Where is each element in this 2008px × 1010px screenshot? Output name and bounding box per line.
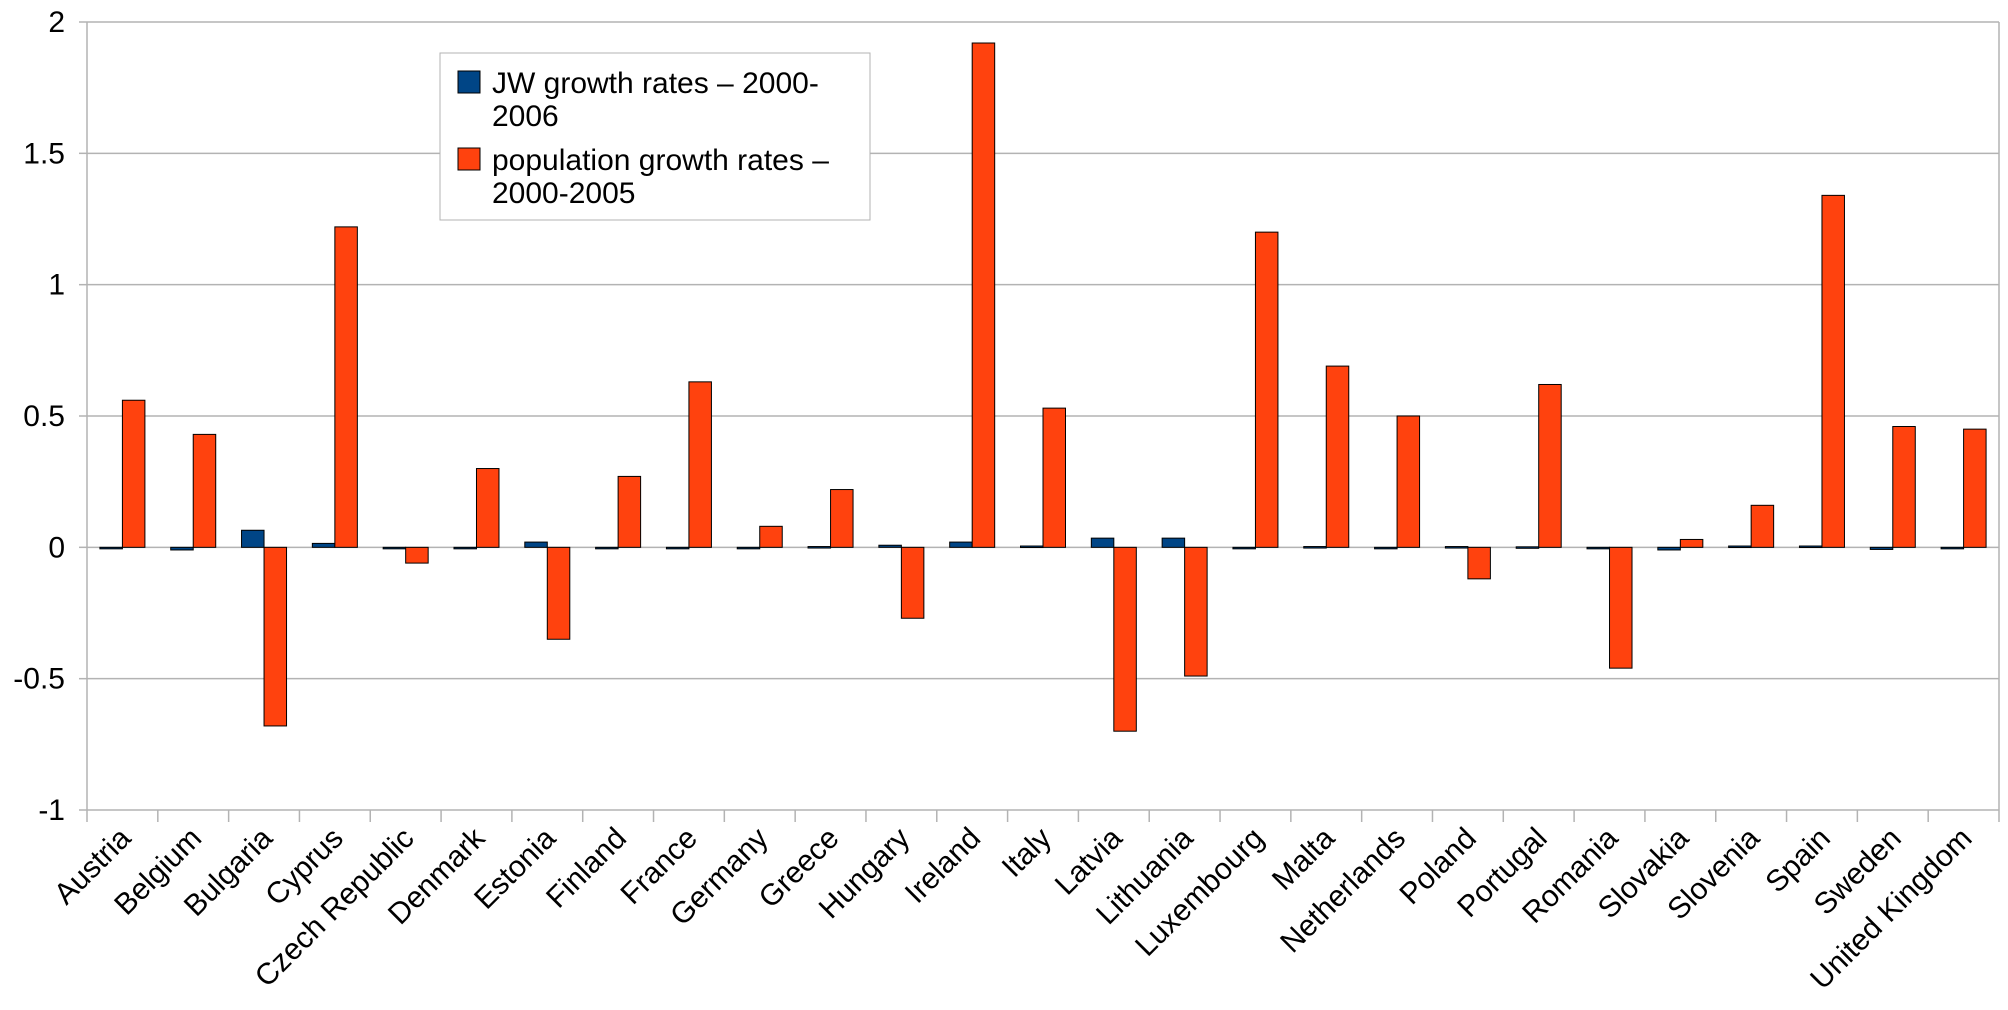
bar-jw-growth-estonia (524, 541, 548, 548)
bar-population-growth-malta (1325, 365, 1350, 548)
bar-jw-growth-finland (595, 546, 619, 550)
bar-jw-growth-bulgaria (241, 529, 265, 548)
y-tick-label: -0.5 (13, 663, 65, 696)
bar-jw-growth-germany (736, 546, 761, 550)
y-tick-label: 1.5 (23, 137, 65, 170)
bar-jw-growth-united-kingdom (1940, 546, 1965, 550)
bar-jw-growth-latvia (1090, 537, 1115, 548)
bars (99, 42, 1987, 732)
bar-population-growth-denmark (475, 468, 500, 548)
x-tick-label: Finland (540, 822, 633, 915)
bar-jw-growth-spain (1798, 545, 1823, 549)
bar-jw-growth-sweden (1869, 546, 1894, 550)
bar-population-growth-austria (121, 399, 146, 548)
bar-population-growth-luxembourg (1254, 231, 1279, 548)
bar-jw-growth-france (665, 546, 690, 550)
axes (79, 21, 2000, 822)
bar-population-growth-sweden (1892, 426, 1916, 548)
legend-label: JW growth rates – 2000- (492, 67, 819, 100)
bar-population-growth-slovakia (1679, 538, 1704, 548)
bar-jw-growth-hungary (878, 544, 902, 548)
bar-jw-growth-poland (1444, 546, 1469, 549)
bar-population-growth-cyprus (334, 226, 358, 548)
bar-population-growth-romania (1609, 546, 1633, 669)
y-axis-tick-labels: -1 -0.5 0 0.5 1 1.5 2 (13, 6, 65, 827)
bar-jw-growth-belgium (170, 546, 194, 551)
legend: JW growth rates – 2000-2006 population gr… (439, 52, 871, 221)
bar-jw-growth-cyprus (311, 542, 336, 548)
x-tick-label: Estonia (468, 821, 562, 915)
bar-jw-growth-romania (1586, 546, 1611, 550)
y-tick-label: 0.5 (23, 400, 65, 433)
legend-label: 2000-2005 (492, 177, 635, 210)
bar-jw-growth-malta (1303, 546, 1327, 549)
bar-population-growth-belgium (192, 433, 217, 548)
bar-jw-growth-greece (807, 546, 832, 549)
bar-jw-growth-netherlands (1374, 546, 1398, 550)
bar-population-growth-spain (1821, 194, 1845, 548)
bar-population-growth-czech-republic (405, 546, 429, 564)
legend-label: population growth rates – (492, 144, 829, 177)
legend-label: 2006 (492, 100, 559, 133)
bar-population-growth-france (688, 381, 712, 548)
bar-jw-growth-luxembourg (1232, 546, 1256, 550)
bar-jw-growth-denmark (453, 546, 477, 550)
bar-jw-growth-slovakia (1657, 546, 1681, 551)
bar-population-growth-portugal (1538, 383, 1562, 548)
x-tick-label: Ireland (899, 822, 987, 910)
bar-population-growth-ireland (971, 42, 996, 548)
bar-population-growth-finland (617, 475, 642, 548)
bar-population-growth-poland (1467, 546, 1491, 580)
y-tick-label: -1 (38, 794, 65, 827)
legend-box (439, 52, 871, 221)
bar-population-growth-greece (830, 489, 854, 548)
bar-jw-growth-slovenia (1728, 545, 1752, 549)
bar-population-growth-slovenia (1750, 504, 1775, 548)
y-tick-label: 0 (48, 531, 65, 564)
x-tick-label: Italy (996, 822, 1058, 884)
bar-jw-growth-italy (1020, 545, 1044, 549)
bar-population-growth-latvia (1113, 546, 1137, 732)
y-tick-label: 2 (48, 6, 65, 39)
bar-jw-growth-austria (99, 546, 123, 550)
bar-population-growth-estonia (546, 546, 571, 640)
bar-jw-growth-lithuania (1161, 537, 1186, 548)
bar-population-growth-lithuania (1184, 546, 1208, 677)
bar-population-growth-netherlands (1396, 415, 1421, 548)
bar-jw-growth-ireland (949, 541, 973, 548)
legend-swatch (457, 70, 481, 94)
y-tick-label: 1 (48, 269, 65, 302)
bar-population-growth-germany (759, 525, 783, 548)
bar-population-growth-united-kingdom (1963, 428, 1987, 548)
legend-swatch (457, 147, 481, 171)
bar-jw-growth-portugal (1515, 546, 1540, 549)
bar-population-growth-bulgaria (263, 546, 288, 727)
bar-jw-growth-czech-republic (382, 546, 407, 550)
bar-population-growth-hungary (900, 546, 925, 619)
bar-population-growth-italy (1042, 407, 1066, 548)
